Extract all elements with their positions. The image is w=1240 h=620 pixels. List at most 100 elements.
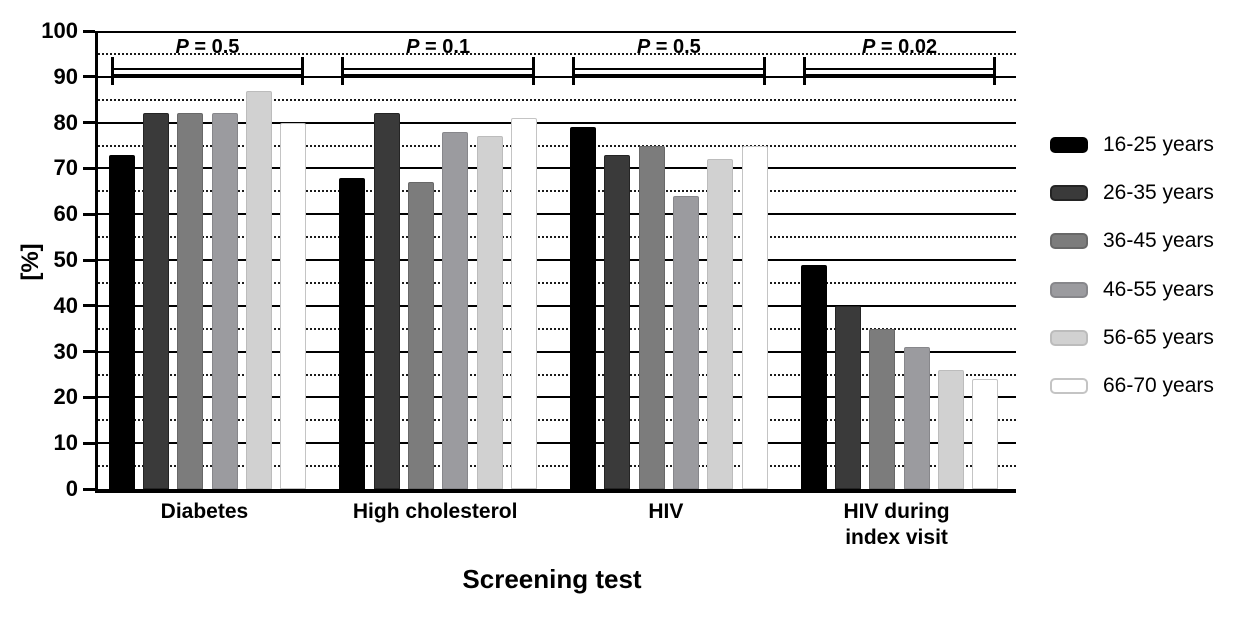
gridline-minor	[98, 419, 1016, 422]
gridline-major	[98, 396, 1016, 399]
p-value-label: P = 0.5	[636, 36, 701, 58]
bar-16-25-years-3	[570, 127, 597, 489]
gridline-minor	[98, 327, 1016, 330]
gridline-minor	[98, 281, 1016, 284]
gridline-major	[98, 213, 1016, 216]
gridline-minor	[98, 98, 1016, 101]
p-bracket-line	[572, 68, 766, 76]
y-tick-label: 60	[53, 201, 78, 227]
y-tick-label: 70	[53, 155, 78, 181]
legend-swatch	[1050, 378, 1088, 394]
y-tick-label: 50	[53, 247, 78, 272]
legend-item: 16-25 years	[1050, 133, 1214, 157]
p-value-label: P = 0.02	[862, 36, 938, 58]
y-axis-tick	[83, 350, 95, 354]
bar-26-35-years-1	[143, 113, 169, 489]
y-tick-label: 20	[53, 384, 78, 410]
y-axis-tick	[83, 441, 95, 445]
p-bracket	[110, 57, 305, 85]
y-axis-tick	[83, 75, 95, 79]
p-bracket-cap-right	[762, 57, 766, 85]
y-tick-label: 30	[53, 338, 78, 364]
legend-item: 56-65 years	[1050, 326, 1214, 350]
y-tick-label: 40	[53, 292, 78, 318]
bar-66-70-years-4	[972, 379, 999, 489]
bar-56-65-years-4	[938, 369, 964, 489]
y-axis-tick	[83, 166, 95, 170]
p-bracket	[341, 57, 535, 85]
gridline-major	[98, 121, 1016, 124]
p-bracket	[572, 57, 766, 85]
y-tick-label: 90	[53, 63, 78, 89]
p-bracket-cap-left	[802, 57, 806, 85]
y-axis-tick	[83, 121, 95, 125]
y-axis-tick	[83, 395, 95, 399]
p-bracket-cap-left	[341, 57, 345, 85]
p-bracket-cap-left	[572, 57, 576, 85]
p-value-label: P = 0.1	[406, 36, 471, 58]
legend-swatch	[1050, 185, 1088, 201]
bar-36-45-years-4	[869, 328, 896, 489]
x-axis-title: Screening test	[462, 564, 642, 594]
gridline-minor	[98, 190, 1016, 193]
y-tick-label: 10	[53, 430, 78, 456]
legend-swatch	[1050, 330, 1088, 346]
p-bracket-cap-right	[993, 57, 997, 85]
y-tick-label: 80	[53, 109, 78, 135]
legend-label: 46-55 years	[1103, 278, 1214, 301]
y-axis-tick	[83, 487, 95, 491]
legend-label: 56-65 years	[1103, 326, 1214, 349]
legend-swatch	[1050, 233, 1088, 249]
bar-16-25-years-1	[108, 154, 135, 489]
gridline-minor	[98, 52, 1016, 55]
x-category-label: High cholesterol	[352, 500, 518, 523]
p-bracket-line	[341, 68, 535, 76]
gridline-minor	[98, 373, 1016, 376]
plot-area: P = 0.5 P = 0.1 P = 0.5 P = 0.02	[95, 31, 1016, 493]
p-bracket-cap-right	[301, 57, 305, 85]
bar-46-55-years-3	[673, 195, 699, 489]
gridline-major	[98, 350, 1016, 353]
p-bracket	[802, 57, 997, 85]
gridline-major	[98, 31, 1016, 33]
bar-56-65-years-1	[245, 90, 272, 489]
gridline-major	[98, 75, 1016, 78]
p-value-label: P = 0.5	[175, 36, 240, 58]
x-category-label: Diabetes	[160, 500, 249, 523]
gridline-major	[98, 442, 1016, 445]
bar-36-45-years-1	[177, 113, 204, 489]
y-tick-label: 0	[65, 476, 78, 501]
bar-16-25-years-2	[339, 177, 366, 489]
x-category-label: HIV	[648, 500, 684, 523]
bar-56-65-years-3	[707, 159, 734, 489]
legend-item: 46-55 years	[1050, 278, 1214, 302]
p-bracket-cap-right	[531, 57, 535, 85]
x-category-label: HIV during index visit	[843, 500, 950, 549]
y-axis-tick	[83, 212, 95, 216]
bar-16-25-years-4	[800, 264, 827, 489]
p-bracket-line	[110, 68, 305, 76]
y-axis-tick	[83, 29, 95, 33]
bar-46-55-years-1	[211, 113, 238, 489]
p-bracket-line	[802, 68, 997, 76]
gridline-major	[98, 259, 1016, 261]
bar-46-55-years-4	[903, 347, 930, 489]
bar-66-70-years-2	[510, 118, 537, 489]
y-axis-tick	[83, 258, 95, 262]
legend-swatch	[1050, 137, 1088, 153]
legend-label: 16-25 years	[1103, 133, 1214, 156]
legend-item: 26-35 years	[1050, 181, 1214, 205]
bar-26-35-years-4	[835, 305, 862, 489]
gridline-major	[98, 167, 1016, 170]
bar-66-70-years-1	[280, 122, 307, 489]
legend-label: 66-70 years	[1103, 374, 1214, 397]
p-bracket-cap-left	[110, 57, 114, 85]
legend-item: 66-70 years	[1050, 374, 1214, 398]
bar-46-55-years-2	[442, 131, 469, 489]
bar-56-65-years-2	[476, 136, 503, 489]
bar-26-35-years-3	[604, 154, 631, 489]
gridline-major	[98, 304, 1016, 307]
bar-36-45-years-3	[638, 145, 665, 489]
gridline-minor	[98, 465, 1016, 468]
